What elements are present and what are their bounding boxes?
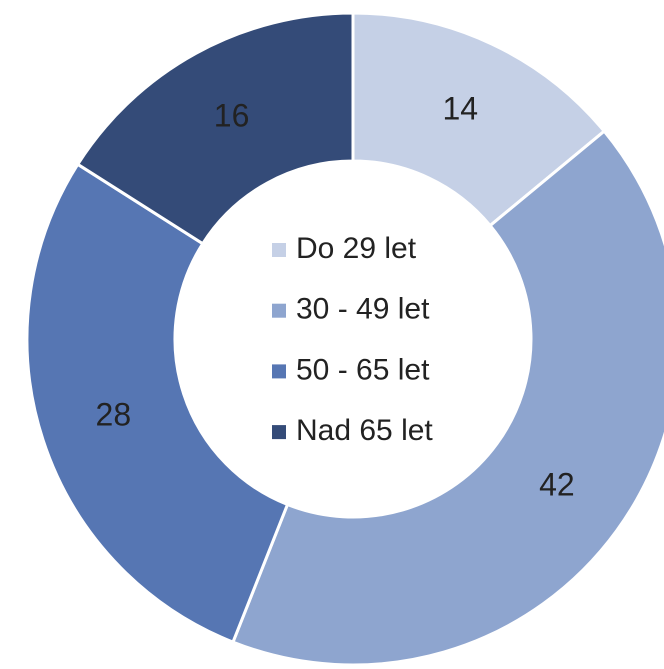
legend-label: Do 29 let xyxy=(296,232,417,265)
legend-swatch xyxy=(272,364,286,379)
legend-swatch xyxy=(272,243,286,257)
legend-swatch xyxy=(272,303,286,318)
donut-slice xyxy=(231,129,664,667)
legend-label: 50 - 65 let xyxy=(296,353,430,386)
legend-label: 30 - 49 let xyxy=(296,293,430,326)
data-label: 42 xyxy=(539,467,575,503)
data-label: 28 xyxy=(96,396,132,432)
data-label: 16 xyxy=(214,98,250,134)
donut-slice xyxy=(25,162,290,645)
donut-slice xyxy=(351,11,607,228)
legend-label: Nad 65 let xyxy=(296,414,433,447)
data-label: 14 xyxy=(442,90,478,126)
legend-swatch xyxy=(272,425,286,440)
donut-slice xyxy=(75,11,355,246)
